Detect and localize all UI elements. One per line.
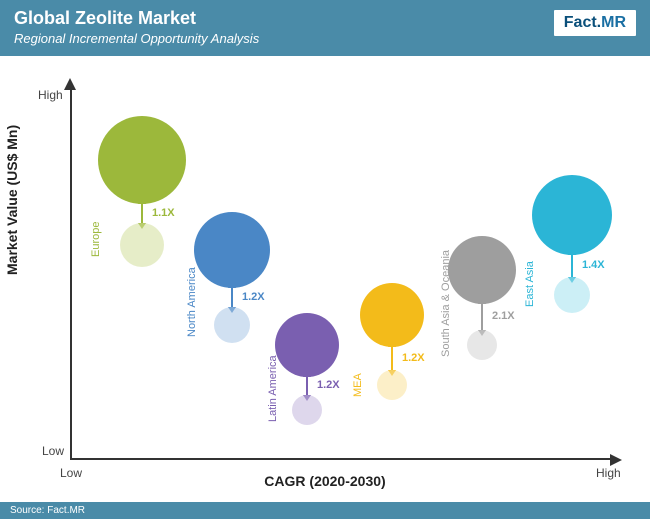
x-axis-label: CAGR (2020-2030) — [0, 473, 650, 489]
small-bubble — [467, 330, 497, 360]
large-bubble — [532, 175, 612, 255]
logo-main: Fact. — [564, 14, 601, 31]
bubble-plot: Europe 1.1X North America 1.2X Latin America… — [70, 90, 610, 460]
multiplier-label: 1.2X — [317, 379, 340, 391]
source-text: Source: Fact.MR — [10, 505, 85, 516]
large-bubble — [275, 313, 339, 377]
x-axis-arrow — [610, 454, 622, 466]
multiplier-label: 1.2X — [242, 291, 265, 303]
multiplier-label: 1.4X — [582, 259, 605, 271]
region-label: Europe — [90, 222, 102, 257]
chart-title: Global Zeolite Market — [14, 8, 636, 29]
small-bubble — [292, 395, 322, 425]
region-label: South Asia & Oceania — [440, 250, 452, 357]
region-label: MEA — [352, 373, 364, 397]
chart-footer: Source: Fact.MR — [0, 502, 650, 519]
small-bubble — [377, 370, 407, 400]
small-bubble — [554, 277, 590, 313]
region-label: North America — [186, 267, 198, 337]
multiplier-label: 2.1X — [492, 310, 515, 322]
region-label: East Asia — [524, 261, 536, 307]
logo-sub: MR — [601, 14, 626, 31]
y-axis-label: Market Value (US$ Mn) — [4, 125, 20, 275]
y-axis-low: Low — [42, 444, 64, 458]
region-label: Latin America — [267, 355, 279, 422]
small-bubble — [214, 307, 250, 343]
large-bubble — [98, 116, 186, 204]
chart-subtitle: Regional Incremental Opportunity Analysi… — [14, 31, 636, 46]
y-axis-arrow — [64, 78, 76, 90]
large-bubble — [360, 283, 424, 347]
multiplier-label: 1.1X — [152, 207, 175, 219]
large-bubble — [448, 236, 516, 304]
large-bubble — [194, 212, 270, 288]
small-bubble — [120, 223, 164, 267]
multiplier-label: 1.2X — [402, 352, 425, 364]
chart-header: Global Zeolite Market Regional Increment… — [0, 0, 650, 56]
y-axis-high: High — [38, 88, 63, 102]
brand-logo: Fact.MR — [554, 10, 636, 36]
connector — [481, 300, 483, 334]
